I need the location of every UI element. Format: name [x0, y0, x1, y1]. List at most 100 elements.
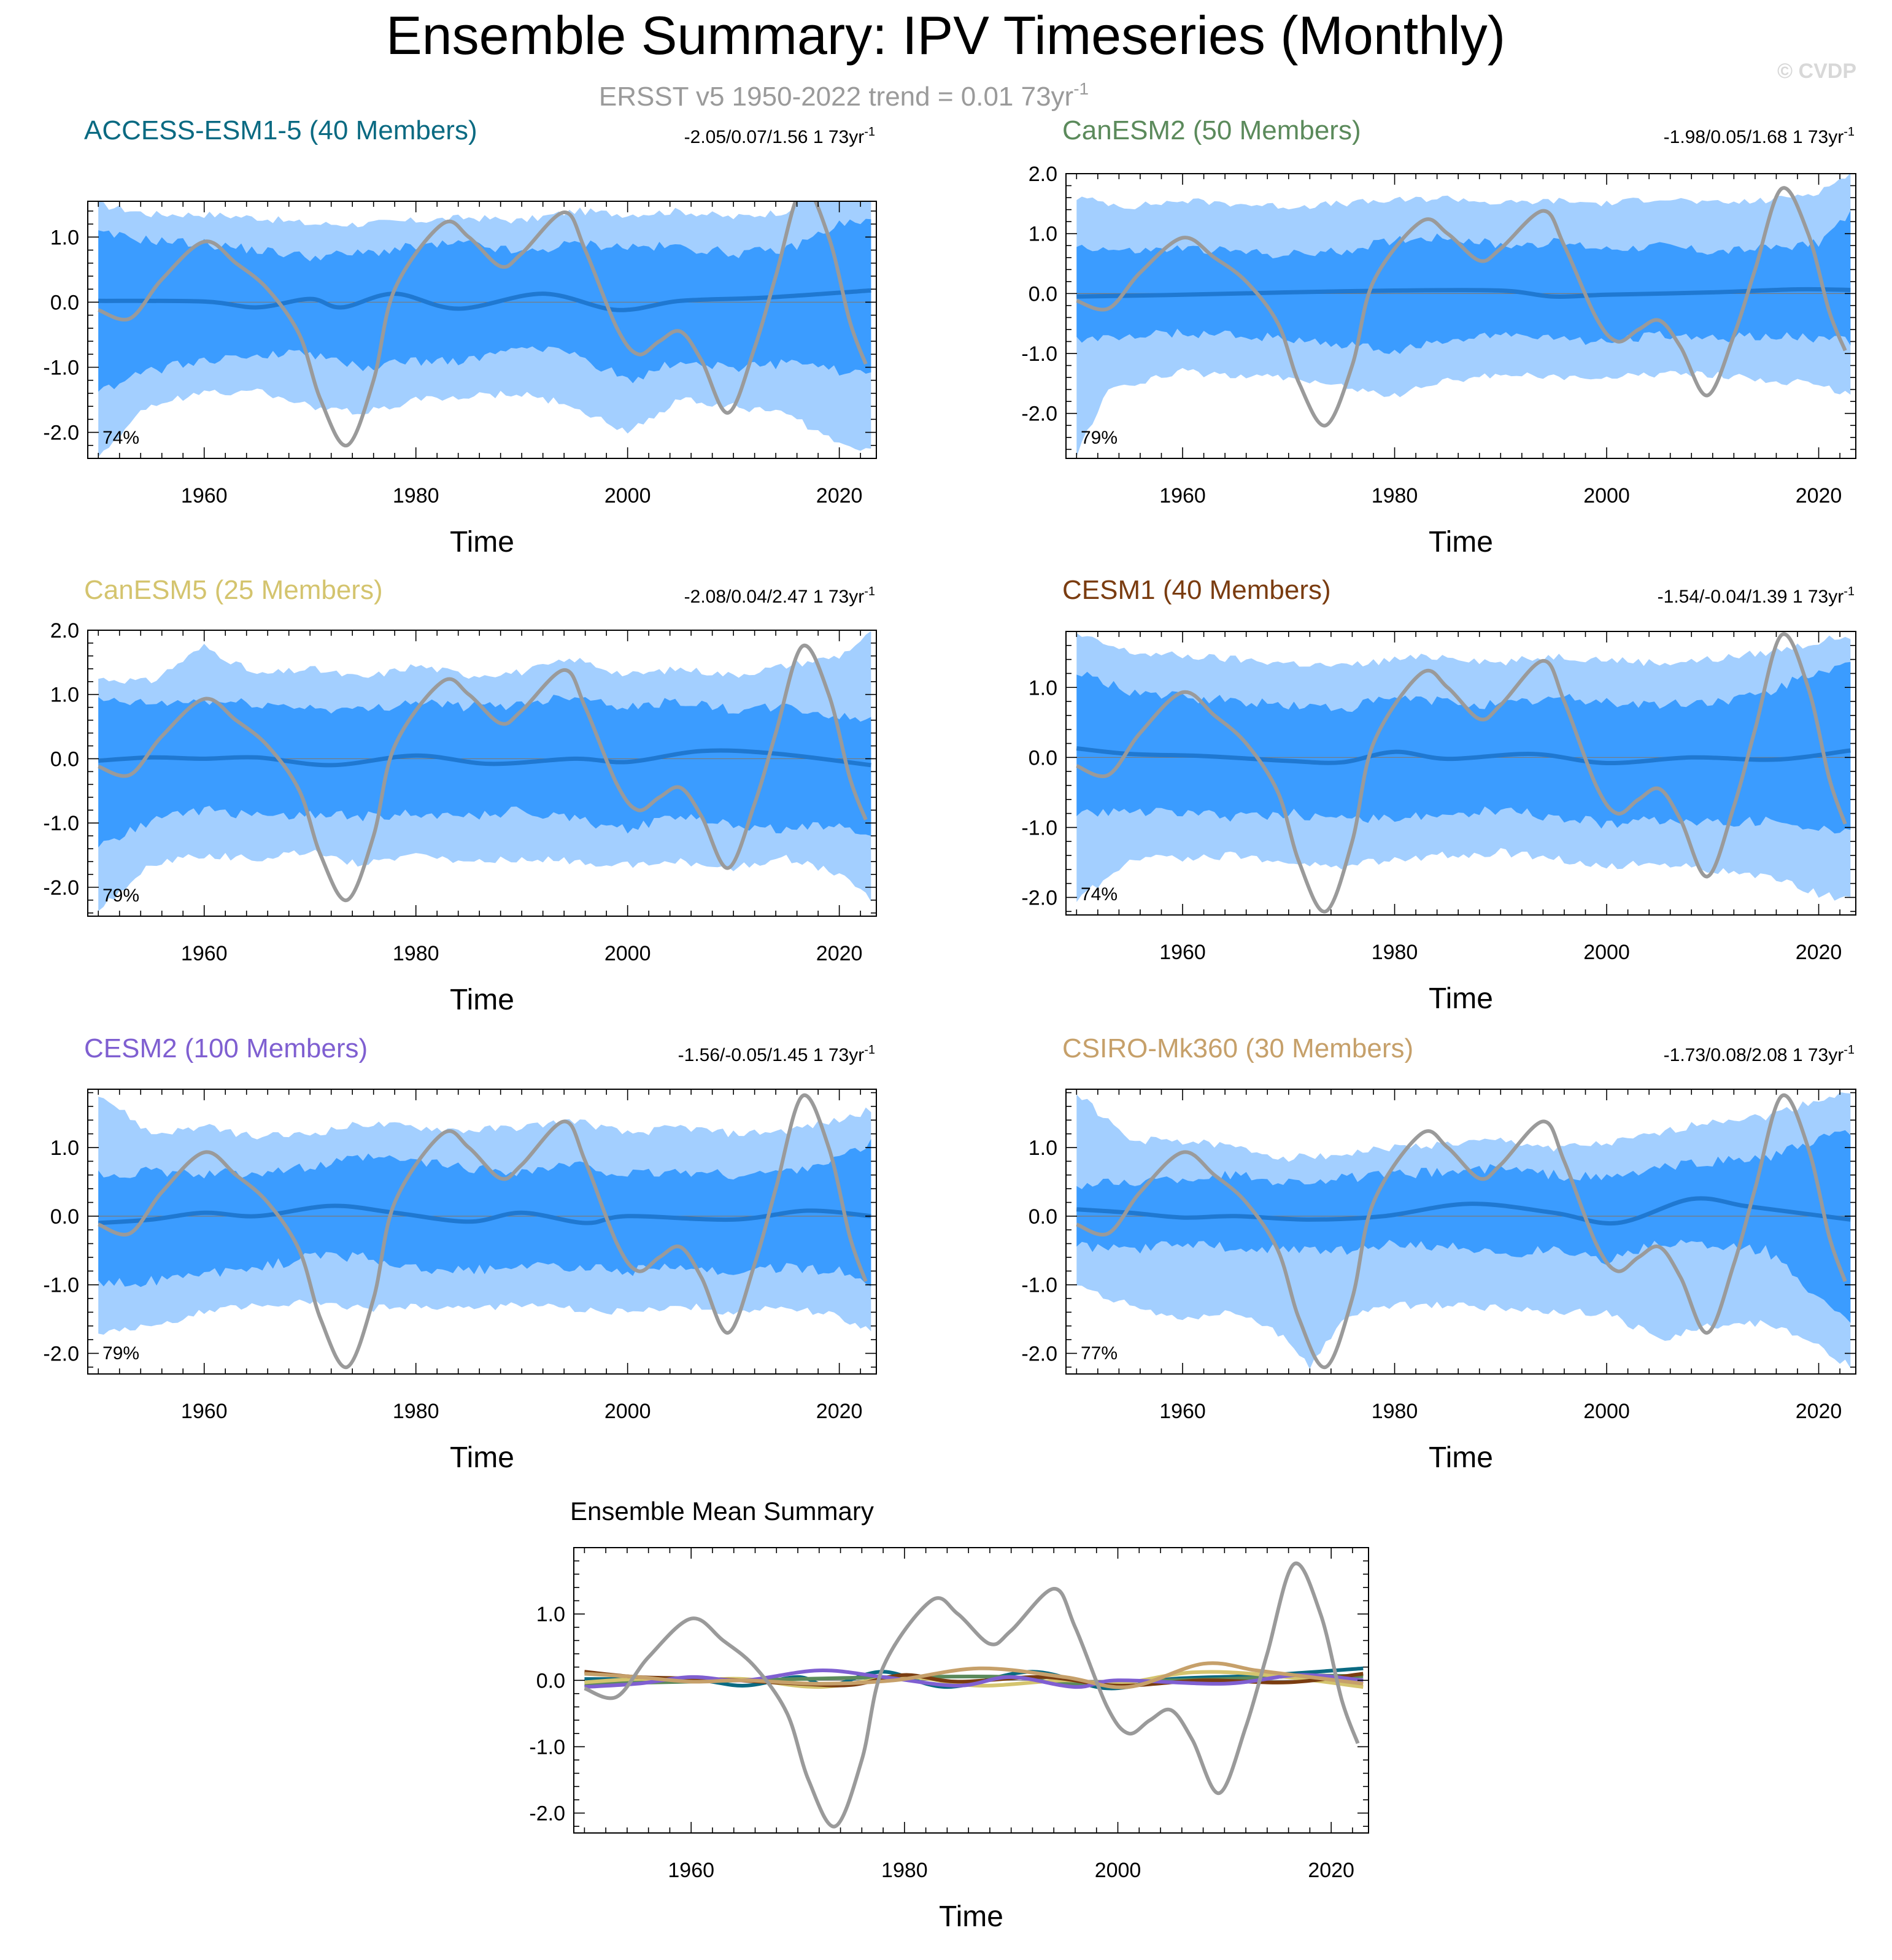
- y-tick-label: 1.0: [50, 684, 79, 707]
- x-tick-label: 2000: [1583, 1400, 1630, 1423]
- panel-stats: -1.54/-0.04/1.39 1 73yr-1: [1658, 585, 1855, 607]
- y-tick-label: -1.0: [1021, 342, 1057, 366]
- ensemble-mean-line: [98, 288, 871, 312]
- inner-spread-band: [1076, 1130, 1851, 1323]
- y-tick-label: -1.0: [43, 356, 79, 379]
- inner-spread-band: [98, 1138, 871, 1287]
- y-tick-label: 0.0: [1029, 1205, 1057, 1229]
- panels: 1960 1980 2000 2020 -2.0 -1.0 0.0 1.0 Time ACCESS…: [43, 115, 1856, 1933]
- ensemble-mean-line: [1076, 746, 1851, 766]
- x-tick-label: 1980: [393, 484, 439, 507]
- panel-title: CanESM5 (25 Members): [84, 575, 383, 605]
- x-tick-label: 1960: [668, 1859, 714, 1882]
- ensemble-mean-line: [98, 1203, 871, 1225]
- panel-stats-sup: -1: [1844, 1043, 1855, 1057]
- panel-stats: -1.56/-0.05/1.45 1 73yr-1: [678, 1043, 875, 1065]
- plot-area-cesm2: [88, 1093, 876, 1369]
- y-tick-label: -2.0: [43, 876, 79, 900]
- plot-area-access-esm1-5: [88, 201, 876, 457]
- observation-line: [98, 643, 868, 902]
- y-tick-label: 1.0: [1029, 676, 1057, 700]
- panel-stats-sup: -1: [864, 1043, 875, 1057]
- panel-percent: 79%: [1081, 428, 1118, 448]
- panel-stats: -2.08/0.04/2.47 1 73yr-1: [684, 585, 875, 607]
- x-tick-label: 1960: [181, 1400, 228, 1423]
- y-tick-label: 0.0: [50, 747, 79, 771]
- panel-title: CanESM2 (50 Members): [1062, 115, 1361, 145]
- panel-stats-text: -1.54/-0.04/1.39 1 73yr: [1658, 587, 1844, 607]
- panel-access-esm1-5: 1960 1980 2000 2020 -2.0 -1.0 0.0 1.0 Time ACCESS…: [43, 115, 877, 558]
- panel-canesm2: 1960 1980 2000 2020 -2.0 -1.0 0.0 1.0 2.0 Time Can…: [1021, 115, 1856, 558]
- panel-title: CSIRO-Mk360 (30 Members): [1062, 1033, 1413, 1063]
- x-tick-label: 2020: [1308, 1859, 1354, 1882]
- panel-stats: -1.98/0.05/1.68 1 73yr-1: [1664, 125, 1855, 147]
- x-tick-label: 1960: [181, 484, 228, 507]
- panel-canesm5: 1960 1980 2000 2020 -2.0 -1.0 0.0 1.0 2.0 Time Can…: [43, 575, 877, 1016]
- panel-title: Ensemble Mean Summary: [570, 1497, 874, 1526]
- x-tick-label: 2000: [1095, 1859, 1141, 1882]
- x-tick-label: 2000: [604, 1400, 651, 1423]
- y-tick-label: 0.0: [1029, 282, 1057, 306]
- panel-stats-text: -2.05/0.07/1.56 1 73yr: [684, 127, 865, 147]
- x-tick-label: 1960: [1159, 941, 1206, 964]
- x-tick-label: 1980: [393, 942, 439, 965]
- plot-area-canesm2: [1066, 174, 1856, 457]
- figure-subtitle: ERSST v5 1950-2022 trend = 0.01 73yr-1: [599, 79, 1089, 112]
- y-tick-label: 0.0: [1029, 746, 1057, 770]
- x-axis-title: Time: [939, 1900, 1003, 1933]
- plot-area-csiro-mk360: [1066, 1092, 1856, 1370]
- y-tick-label: -2.0: [1021, 886, 1057, 909]
- observation-line: [1076, 632, 1847, 914]
- plot-area-ensemble-mean: [574, 1561, 1369, 1829]
- y-tick-label: 2.0: [50, 619, 79, 642]
- panel-stats-sup: -1: [864, 125, 875, 139]
- y-tick-label: -1.0: [43, 1274, 79, 1297]
- y-tick-label: 0.0: [536, 1669, 565, 1692]
- y-tick-label: 2.0: [1029, 163, 1057, 186]
- observation-line: [98, 1093, 868, 1369]
- panel-percent: 74%: [102, 428, 139, 448]
- series-line-cesm2: [584, 1669, 1364, 1689]
- x-tick-label: 1960: [1159, 484, 1206, 507]
- y-tick-label: -1.0: [1021, 1274, 1057, 1297]
- x-axis-title: Time: [450, 526, 514, 558]
- panel-cesm2: 1960 1980 2000 2020 -2.0 -1.0 0.0 1.0 Time CESM2 …: [43, 1033, 877, 1474]
- x-tick-label: 2020: [1796, 1400, 1842, 1423]
- series-line-access-esm1-5: [584, 1666, 1364, 1691]
- panel-ensemble-mean: 1960 1980 2000 2020 -2.0 -1.0 0.0 1.0 Time Ensemb…: [529, 1497, 1369, 1933]
- plot-frame: [1065, 1089, 1856, 1375]
- panel-percent: 79%: [102, 1343, 139, 1364]
- x-tick-label: 1960: [1159, 1400, 1206, 1423]
- figure-subtitle-text: ERSST v5 1950-2022 trend = 0.01 73yr: [599, 82, 1073, 112]
- x-tick-label: 2000: [604, 942, 651, 965]
- plot-frame: [87, 201, 877, 459]
- y-tick-label: -2.0: [43, 422, 79, 445]
- plot-frame: [87, 1089, 877, 1375]
- y-tick-label: 1.0: [1029, 223, 1057, 246]
- x-tick-label: 2020: [816, 484, 863, 507]
- y-tick-label: -2.0: [1021, 1342, 1057, 1365]
- y-tick-label: 0.0: [50, 291, 79, 314]
- figure-subtitle-sup: -1: [1073, 79, 1089, 98]
- x-tick-label: 1980: [1372, 941, 1418, 964]
- panel-cesm1: 1960 1980 2000 2020 -2.0 -1.0 0.0 1.0 Time CESM1 …: [1021, 575, 1856, 1015]
- figure-title: Ensemble Summary: IPV Timeseries (Monthl…: [386, 5, 1505, 66]
- panel-stats-sup: -1: [864, 585, 875, 598]
- ensemble-mean-line: [1076, 1196, 1851, 1226]
- plot-frame: [1065, 173, 1856, 459]
- observation-line: [98, 201, 868, 447]
- y-tick-label: -2.0: [1021, 403, 1057, 426]
- panel-csiro-mk360: 1960 1980 2000 2020 -2.0 -1.0 0.0 1.0 Time CSIRO-…: [1021, 1033, 1856, 1474]
- panel-stats-text: -1.56/-0.05/1.45 1 73yr: [678, 1045, 865, 1065]
- series-line-csiro-mk360: [584, 1661, 1364, 1689]
- y-tick-label: -2.0: [529, 1802, 565, 1826]
- panel-title: ACCESS-ESM1-5 (40 Members): [84, 115, 477, 145]
- ensemble-mean-line: [1076, 287, 1851, 299]
- panel-percent: 74%: [1081, 884, 1118, 905]
- x-tick-label: 2000: [1583, 941, 1630, 964]
- y-tick-label: 0.0: [50, 1205, 79, 1229]
- x-tick-label: 2020: [816, 1400, 863, 1423]
- x-axis-title: Time: [450, 1441, 514, 1474]
- inner-spread-band: [98, 695, 871, 847]
